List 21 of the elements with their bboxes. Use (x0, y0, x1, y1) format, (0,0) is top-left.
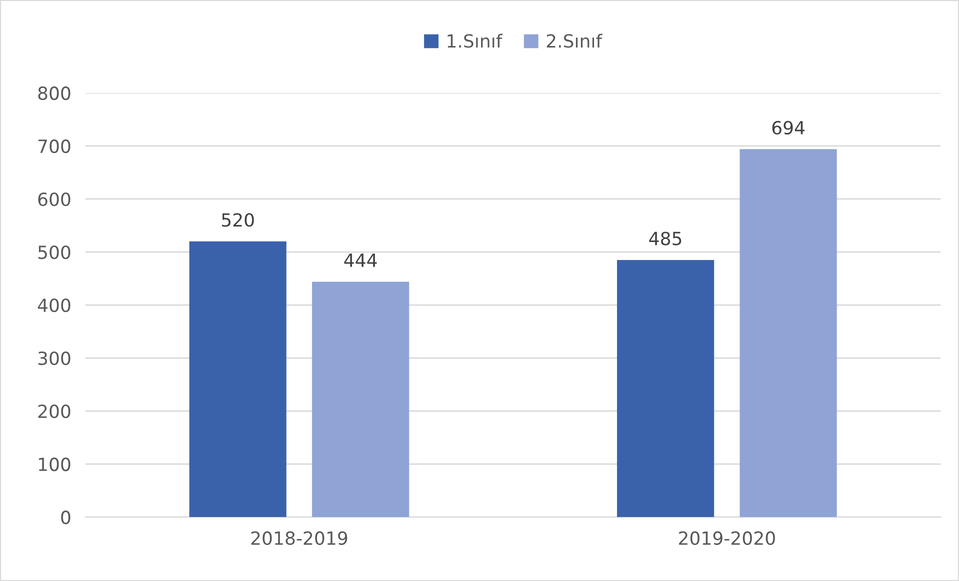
x-tick-label: 2019-2020 (679, 531, 775, 545)
y-tick-label: 200 (38, 404, 70, 418)
legend-label: 2.Sınıf (546, 34, 602, 48)
bar (617, 260, 714, 518)
bar (740, 149, 837, 518)
y-tick-label: 0 (61, 510, 70, 524)
y-tick-label: 800 (38, 86, 70, 100)
data-label: 694 (772, 120, 805, 135)
y-tick-label: 300 (38, 352, 70, 366)
y-tick-label: 600 (38, 192, 70, 206)
y-tick-label: 400 (38, 298, 70, 312)
data-label: 485 (649, 232, 682, 246)
bar (189, 241, 286, 518)
y-tick-label: 100 (38, 458, 70, 472)
y-tick-label: 700 (38, 139, 70, 154)
bar (312, 282, 410, 518)
y-tick-label: 500 (38, 245, 70, 260)
data-label: 520 (222, 213, 254, 227)
data-label: 444 (344, 254, 377, 267)
x-tick-label: 2018-2019 (251, 531, 348, 545)
legend-label: 1.Sınıf (448, 34, 503, 48)
